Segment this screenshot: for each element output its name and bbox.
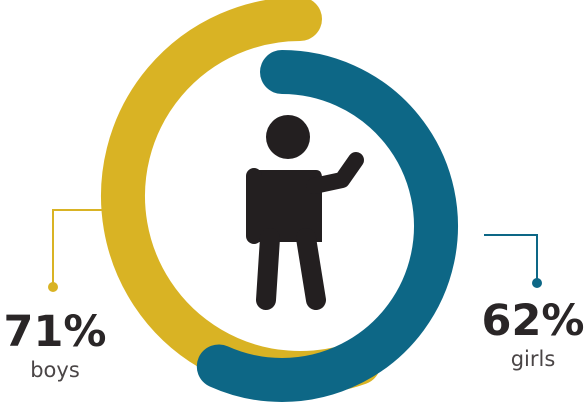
girls-arc [196,50,458,402]
girls-percentage: 62% [481,296,585,346]
girls-stat: 62% girls [480,300,586,370]
boys-label: boys [30,358,80,382]
boys-percentage: 71% [3,307,107,357]
child-figure-waving-icon [246,115,364,310]
girls-label: girls [510,347,556,371]
boys-leader-line [48,209,108,292]
girls-leader-line [484,234,542,288]
boys-stat: 71% boys [0,311,110,381]
